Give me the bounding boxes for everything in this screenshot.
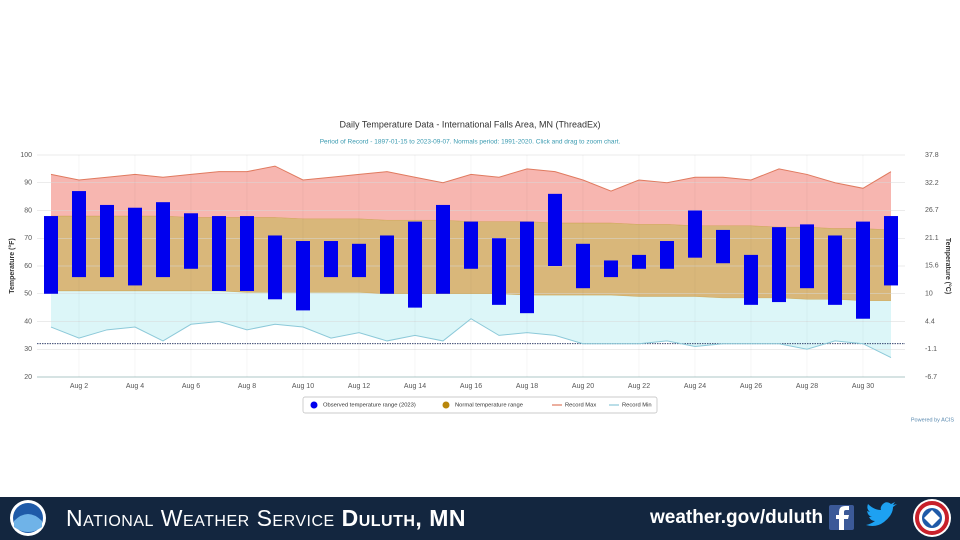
- y2-tick-label: 15.6: [925, 263, 939, 270]
- noaa-logo-wave: [14, 514, 42, 532]
- office: Duluth, MN: [341, 505, 466, 531]
- x-tick-label: Aug 20: [572, 383, 594, 390]
- agency: National Weather Service: [66, 505, 335, 531]
- record-max-fill: [51, 166, 891, 230]
- x-tick-label: Aug 4: [126, 383, 144, 390]
- x-tick-label: Aug 16: [460, 383, 482, 390]
- x-tick-label: Aug 12: [348, 383, 370, 390]
- observed-bar: [744, 254, 758, 305]
- observed-bar: [884, 216, 898, 286]
- credit: Powered by ACIS: [911, 417, 954, 423]
- y2-tick-label: 26.7: [925, 207, 939, 214]
- record-line: [50, 165, 892, 192]
- observed-bar: [632, 254, 646, 269]
- observed-bar: [520, 221, 534, 314]
- observed-bar: [436, 204, 450, 294]
- y2-axis-label: Temperature (°C): [944, 238, 952, 294]
- legend-box: [302, 396, 658, 414]
- y-tick-label: 20: [24, 374, 32, 381]
- observed-bar: [408, 221, 422, 308]
- x-tick-label: Aug 26: [740, 383, 762, 390]
- observed-bar: [772, 227, 786, 303]
- legend-swatch: [310, 401, 318, 409]
- y-tick-label: 40: [24, 318, 32, 325]
- chart-subtitle: Period of Record - 1897-01-15 to 2023-09…: [320, 139, 621, 146]
- legend-label[interactable]: Normal temperature range: [455, 403, 523, 409]
- y2-tick-label: 21.1: [925, 235, 939, 242]
- x-tick-label: Aug 28: [796, 383, 818, 390]
- observed-bar: [100, 204, 114, 278]
- x-tick-label: Aug 14: [404, 383, 426, 390]
- observed-bar: [828, 235, 842, 305]
- y-tick-label: 50: [24, 291, 32, 298]
- x-tick-label: Aug 18: [516, 383, 538, 390]
- observed-bar: [604, 260, 618, 278]
- record-min-fill: [51, 290, 891, 358]
- y-tick-label: 80: [24, 207, 32, 214]
- x-tick-label: Aug 24: [684, 383, 706, 390]
- nws-logo-ring: [915, 501, 949, 535]
- y2-tick-label: -6.7: [925, 374, 937, 381]
- observed-bar: [156, 202, 170, 278]
- website: weather.gov/duluth: [650, 507, 824, 528]
- observed-bar: [548, 193, 562, 266]
- y-tick-label: 30: [24, 346, 32, 353]
- y2-tick-label: -1.1: [925, 346, 937, 353]
- observed-bar: [44, 216, 58, 294]
- observed-bar: [184, 213, 198, 269]
- observed-bar: [128, 207, 142, 286]
- x-tick-label: Aug 6: [182, 383, 200, 390]
- legend-label[interactable]: Record Min: [622, 403, 652, 409]
- observed-bar: [688, 210, 702, 258]
- y2-tick-label: 10: [925, 291, 933, 298]
- x-tick-label: Aug 10: [292, 383, 314, 390]
- observed-bar: [352, 243, 366, 278]
- observed-bar: [464, 221, 478, 269]
- observed-bar: [296, 241, 310, 311]
- x-tick-label: Aug 2: [70, 383, 88, 390]
- y-tick-label: 100: [20, 152, 32, 159]
- y2-tick-label: 37.8: [925, 152, 939, 159]
- y-axis-label: Temperature (°F): [8, 238, 16, 294]
- y2-tick-label: 32.2: [925, 180, 939, 187]
- observed-bar: [660, 241, 674, 269]
- y-tick-label: 70: [24, 235, 32, 242]
- observed-bar: [716, 229, 730, 264]
- y2-tick-label: 4.4: [925, 318, 935, 325]
- observed-bar: [72, 191, 86, 278]
- footer-icons: [10, 499, 951, 537]
- y-tick-label: 60: [24, 263, 32, 270]
- observed-bar: [492, 238, 506, 305]
- x-tick-label: Aug 22: [628, 383, 650, 390]
- x-tick-label: Aug 30: [852, 383, 874, 390]
- x-tick-label: Aug 8: [238, 383, 256, 390]
- footer: National Weather Service Duluth, MN weat…: [0, 497, 960, 540]
- observed-bar: [212, 216, 226, 291]
- legend-swatch: [442, 401, 450, 409]
- twitter-icon: [866, 502, 897, 526]
- agency-name: National Weather Service Duluth, MN: [66, 505, 466, 532]
- legend-label[interactable]: Record Max: [565, 403, 596, 409]
- legend-label[interactable]: Observed temperature range (2023): [323, 403, 416, 409]
- observed-bar: [800, 224, 814, 289]
- chart: Daily Temperature Data - International F…: [8, 119, 954, 423]
- observed-bar: [380, 235, 394, 294]
- chart-title: Daily Temperature Data - International F…: [340, 119, 601, 129]
- nws-logo-mark: [924, 510, 940, 526]
- facebook-f: [836, 506, 849, 530]
- observed-bar: [240, 216, 254, 291]
- observed-bar: [856, 221, 870, 319]
- y-tick-label: 90: [24, 180, 32, 187]
- observed-bar: [324, 241, 338, 278]
- observed-bar: [576, 243, 590, 289]
- observed-bar: [268, 235, 282, 300]
- record-line: [50, 318, 892, 359]
